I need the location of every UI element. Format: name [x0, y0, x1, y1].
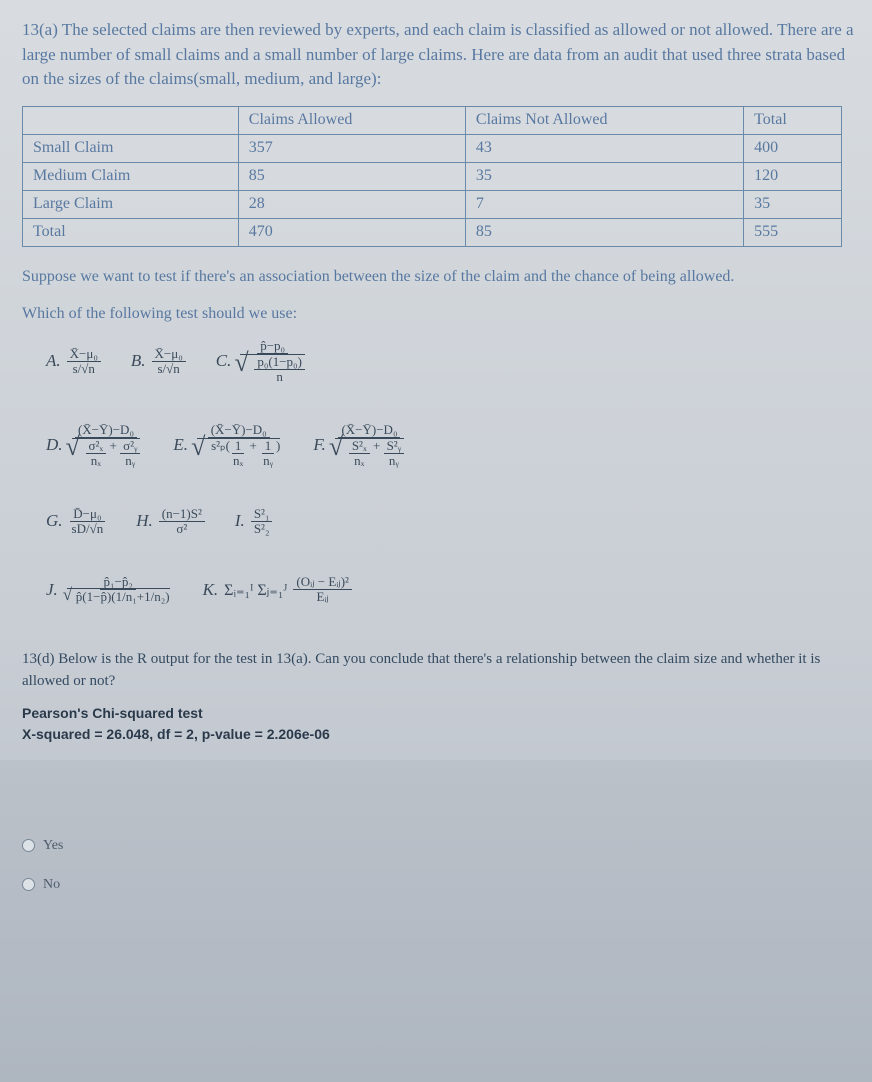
cell: 28	[238, 190, 465, 218]
frag: p̂−p₀	[257, 339, 288, 354]
frag: D̄−μ₀	[70, 507, 104, 522]
frag: σ²ₓ	[86, 439, 107, 454]
frag: X̄−μ₀	[152, 347, 186, 362]
frag: S²ᵧ	[384, 439, 405, 454]
r-output-values: X-squared = 26.048, df = 2, p-value = 2.…	[22, 724, 860, 745]
cell: 7	[465, 190, 743, 218]
frag: nᵧ	[260, 454, 276, 468]
frag: (X̄−Ȳ)−D₀	[338, 423, 400, 438]
label-i: I.	[235, 511, 245, 531]
label-j: J.	[46, 580, 58, 600]
frag: s/√n	[70, 362, 98, 376]
cell: Medium Claim	[23, 162, 239, 190]
which-text: Which of the following test should we us…	[22, 302, 860, 325]
cell: 400	[744, 134, 842, 162]
frag: σ²ᵧ	[120, 439, 140, 454]
cell: 85	[465, 218, 743, 246]
frag: (Oᵢⱼ − Eᵢⱼ)²	[293, 575, 352, 590]
formula-b: B. X̄−μ₀s/√n	[131, 339, 186, 383]
cell: 43	[465, 134, 743, 162]
frag: nᵧ	[386, 454, 402, 468]
table-row: Total 470 85 555	[23, 218, 842, 246]
frag: Eᵢⱼ	[313, 590, 331, 604]
formula-f: F. (X̄−Ȳ)−D₀ S²ₓnₓ + S²ᵧnᵧ	[313, 423, 407, 467]
frag: S²₂	[251, 522, 273, 536]
label-a: A.	[46, 351, 61, 371]
frag: S²ₓ	[349, 439, 370, 454]
radio-icon[interactable]	[22, 878, 35, 891]
th-not-allowed: Claims Not Allowed	[465, 106, 743, 134]
formula-g: G. D̄−μ₀sD/√n	[46, 507, 106, 535]
frag: nₓ	[351, 454, 367, 468]
frag: nₓ	[230, 454, 246, 468]
table-row: Small Claim 357 43 400	[23, 134, 842, 162]
cell: 35	[465, 162, 743, 190]
frag: p̂(1−p̂)(1/n₁+1/n₂)	[67, 588, 170, 604]
frag: S²₁	[251, 507, 273, 522]
frag: X̄−μ₀	[67, 347, 101, 362]
cell: Total	[23, 218, 239, 246]
frag: (n−1)S²	[159, 507, 205, 522]
label-f: F.	[313, 435, 325, 455]
frag: s²ₚ	[211, 438, 226, 453]
cell: 357	[238, 134, 465, 162]
formula-i: I. S²₁S²₂	[235, 507, 273, 535]
option-yes-label: Yes	[43, 835, 63, 856]
frag: Σᵢ₌₁ᴵ Σⱼ₌₁ᴶ	[224, 580, 287, 600]
cell: 470	[238, 218, 465, 246]
option-yes[interactable]: Yes	[22, 835, 860, 856]
th-allowed: Claims Allowed	[238, 106, 465, 134]
formula-d: D. (X̄−Ȳ)−D₀ σ²ₓnₓ + σ²ᵧnᵧ	[46, 423, 143, 467]
frag: p₀(1−p₀)	[254, 355, 305, 370]
frag: sD/√n	[69, 522, 107, 536]
table-row: Large Claim 28 7 35	[23, 190, 842, 218]
frag: nᵧ	[122, 454, 138, 468]
label-h: H.	[136, 511, 153, 531]
label-d: D.	[46, 435, 63, 455]
formula-e: E. (X̄−Ȳ)−D₀ s²ₚ(1nₓ + 1nᵧ)	[173, 423, 283, 467]
question-13a-text: 13(a) The selected claims are then revie…	[22, 18, 860, 92]
answer-options: Yes No	[22, 835, 860, 895]
formula-j: J. p̂₁−p̂₂ p̂(1−p̂)(1/n₁+1/n₂)	[46, 575, 173, 603]
suppose-text: Suppose we want to test if there's an as…	[22, 265, 860, 288]
label-k: K.	[203, 580, 219, 600]
th-blank	[23, 106, 239, 134]
label-c: C.	[216, 351, 232, 371]
question-13d: 13(d) Below is the R output for the test…	[22, 648, 860, 895]
claims-table: Claims Allowed Claims Not Allowed Total …	[22, 106, 842, 247]
cell: 85	[238, 162, 465, 190]
cell: Large Claim	[23, 190, 239, 218]
formula-k: K. Σᵢ₌₁ᴵ Σⱼ₌₁ᴶ (Oᵢⱼ − Eᵢⱼ)²Eᵢⱼ	[203, 575, 352, 603]
frag: σ²	[173, 522, 190, 536]
radio-icon[interactable]	[22, 839, 35, 852]
th-total: Total	[744, 106, 842, 134]
table-header-row: Claims Allowed Claims Not Allowed Total	[23, 106, 842, 134]
r-output-title: Pearson's Chi-squared test	[22, 703, 860, 724]
frag: nₓ	[88, 454, 104, 468]
cell: 120	[744, 162, 842, 190]
cell: 555	[744, 218, 842, 246]
formula-h: H. (n−1)S²σ²	[136, 507, 205, 535]
frag: s/√n	[154, 362, 182, 376]
label-b: B.	[131, 351, 146, 371]
table-row: Medium Claim 85 35 120	[23, 162, 842, 190]
option-no-label: No	[43, 874, 60, 895]
formula-block: A. X̄−μ₀s/√n B. X̄−μ₀s/√n C. p̂−p₀ p₀(1−…	[46, 339, 806, 603]
formula-c: C. p̂−p₀ p₀(1−p₀)n	[216, 339, 308, 383]
option-no[interactable]: No	[22, 874, 860, 895]
frag: 1	[262, 439, 275, 454]
cell: 35	[744, 190, 842, 218]
formula-a: A. X̄−μ₀s/√n	[46, 339, 101, 383]
label-e: E.	[173, 435, 188, 455]
q13d-text: 13(d) Below is the R output for the test…	[22, 648, 860, 693]
frag: 1	[232, 439, 245, 454]
frag: (X̄−Ȳ)−D₀	[75, 423, 137, 438]
frag: n	[273, 370, 286, 384]
cell: Small Claim	[23, 134, 239, 162]
frag: (X̄−Ȳ)−D₀	[208, 423, 270, 438]
label-g: G.	[46, 511, 63, 531]
